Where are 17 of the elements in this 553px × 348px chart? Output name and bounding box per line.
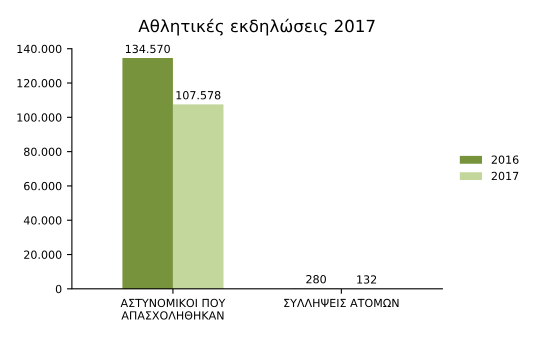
legend-label: 2017	[492, 172, 518, 180]
y-tick-label: 140.000	[17, 44, 62, 54]
y-tick-label: 120.000	[17, 79, 62, 88]
legend-label: 2016	[492, 155, 518, 164]
data-label: 134.570	[126, 44, 170, 54]
y-tick-label: 100.000	[17, 113, 62, 122]
y-tick-label: 60.000	[24, 182, 62, 190]
chart-title: Αθλητικές εκδηλώσεις 2017	[138, 18, 375, 36]
y-tick-label: 80.000	[24, 148, 62, 156]
x-tick-label: ΑΣΤΥΝΟΜΙΚΟΙ ΠΟΥ ΑΠΑΣΧΟΛΗΘΗΚΑΝ	[120, 298, 226, 320]
data-label: 280	[306, 275, 326, 284]
data-label: 132	[357, 275, 376, 284]
data-label: 107.578	[176, 90, 220, 100]
y-tick-label: 40.000	[24, 216, 62, 225]
y-tick-label: 0	[56, 284, 62, 294]
x-tick-label: ΣΥΛΛΗΨΕΙΣ ΑΤΟΜΩΝ	[284, 298, 398, 308]
y-tick-label: 20.000	[24, 250, 62, 259]
